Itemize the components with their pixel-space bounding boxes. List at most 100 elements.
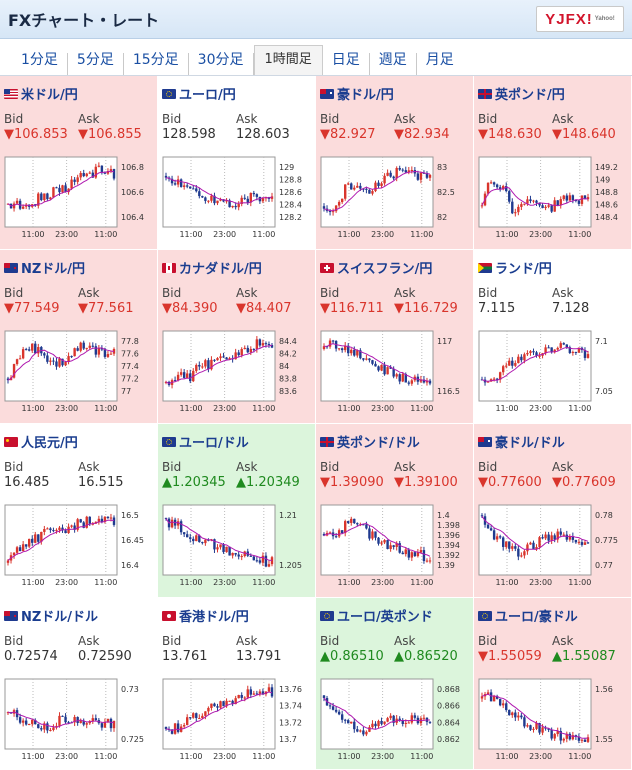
mini-chart[interactable]: 117 116.5 11:00 23:00 11:00	[320, 330, 470, 414]
mini-chart[interactable]: 1.21 1.205 11:00 23:00 11:00	[162, 504, 312, 588]
bid-label: Bid	[478, 460, 498, 474]
pair-name[interactable]: スイスフラン/円	[320, 258, 432, 277]
pair-name[interactable]: 英ポンド/ドル	[320, 432, 420, 451]
tab-2[interactable]: 15分足	[124, 53, 189, 75]
mini-chart[interactable]: 129 128.8 128.6 128.4 128.2 11:00 23:00 11:00	[162, 156, 312, 240]
mini-chart[interactable]: 7.1 7.05 11:00 23:00 11:00	[478, 330, 628, 414]
pair-card[interactable]: 香港ドル/円 Bid Ask 13.761 13.791 13.76 13.74 13.72 1…	[158, 598, 316, 770]
pair-name[interactable]: ユーロ/英ポンド	[320, 606, 433, 625]
pair-card[interactable]: NZドル/ドル Bid Ask 0.72574 0.72590 0.73 0.725 11:0…	[0, 598, 158, 770]
candle-body	[559, 199, 562, 206]
candle-body	[526, 353, 529, 355]
candle-body	[43, 193, 46, 201]
mini-chart[interactable]: 1.56 1.55 11:00 23:00 11:00	[478, 678, 628, 762]
pair-card[interactable]: 英ポンド/円 Bid Ask ▼148.630 ▼148.640 149.2 149 148.…	[474, 76, 632, 250]
pair-card[interactable]: 豪ドル/ドル Bid Ask ▼0.77600 ▼0.77609 0.78 0.775 0.7…	[474, 424, 632, 598]
pair-name[interactable]: ランド/円	[478, 258, 552, 277]
pair-card[interactable]: ユーロ/ドル Bid Ask ▲1.20345 ▲1.20349 1.21 1.205 11:…	[158, 424, 316, 598]
candle-body	[532, 728, 535, 730]
yjfx-logo[interactable]: YJFX! Yahoo!	[536, 6, 624, 32]
pair-card[interactable]: ユーロ/円 Bid Ask 128.598 128.603 129 128.8 128.6 12…	[158, 76, 316, 250]
candle-body	[58, 358, 61, 367]
pair-card[interactable]: 人民元/円 Bid Ask 16.485 16.515 16.5 16.45 16.4 11:0…	[0, 424, 158, 598]
pair-card[interactable]: 英ポンド/ドル Bid Ask ▼1.39090 ▼1.39100 1.4 1.398 1.3…	[316, 424, 474, 598]
mini-chart[interactable]: 13.76 13.74 13.72 13.7 11:00 23:00 11:00	[162, 678, 312, 762]
candle-body	[85, 347, 88, 349]
mini-chart[interactable]: 106.8 106.6 106.4 11:00 23:00 11:00	[4, 156, 154, 240]
candle-body	[219, 701, 222, 708]
pair-name[interactable]: 香港ドル/円	[162, 606, 249, 625]
pair-name[interactable]: ユーロ/円	[162, 84, 236, 103]
pair-card[interactable]: NZドル/円 Bid Ask ▼77.549 ▼77.561 77.8 77.6 77.4 77…	[0, 250, 158, 424]
pair-name[interactable]: 豪ドル/円	[320, 84, 394, 103]
x-tick-label: 11:00	[94, 578, 117, 587]
mini-chart[interactable]: 84.4 84.2 84 83.8 83.6 11:00 23:00 11:00	[162, 330, 312, 414]
x-tick-label: 11:00	[252, 404, 275, 413]
ask-value: ▼77.561	[78, 301, 134, 316]
candle-body	[577, 542, 581, 544]
pair-name[interactable]: カナダドル/円	[162, 258, 262, 277]
candle-body	[170, 178, 174, 184]
tab-5[interactable]: 日足	[323, 53, 370, 75]
mini-chart[interactable]: 0.73 0.725 11:00 23:00 11:00	[4, 678, 154, 762]
candle-body	[571, 351, 575, 353]
pair-name[interactable]: 人民元/円	[4, 432, 78, 451]
pair-card[interactable]: ユーロ/英ポンド Bid Ask ▲0.86510 ▲0.86520 0.868 0.866…	[316, 598, 474, 770]
ask-value: 13.791	[236, 649, 282, 664]
y-tick-label: 1.55	[595, 735, 613, 744]
candle-body	[337, 711, 341, 715]
candle-body	[246, 347, 249, 353]
x-tick-label: 11:00	[337, 578, 360, 587]
tab-4[interactable]: 1時間足	[253, 45, 323, 75]
candle-body	[498, 187, 502, 190]
candle-body	[85, 723, 88, 725]
tab-1[interactable]: 5分足	[68, 53, 124, 75]
tab-3[interactable]: 30分足	[189, 53, 254, 75]
mini-chart[interactable]: 0.78 0.775 0.77 11:00 23:00 11:00	[478, 504, 628, 588]
mini-chart[interactable]: 77.8 77.6 77.4 77.2 77 11:00 23:00 11:00	[4, 330, 154, 414]
candle-body	[73, 348, 76, 357]
mini-chart[interactable]: 0.868 0.866 0.864 0.862 11:00 23:00 11:00	[320, 678, 470, 762]
tab-0[interactable]: 1分足	[12, 53, 68, 75]
candle-body	[344, 345, 347, 351]
pair-card[interactable]: ユーロ/豪ドル Bid Ask ▼1.55059 ▲1.55087 1.56 1.55 11:…	[474, 598, 632, 770]
pair-card[interactable]: 米ドル/円 Bid Ask ▼106.853 ▼106.855 106.8 106.6 106…	[0, 76, 158, 250]
mini-chart[interactable]: 1.4 1.398 1.396 1.394 1.392 1.39 11:00 23:00 11:…	[320, 504, 470, 588]
plot-area	[478, 678, 592, 750]
pair-card[interactable]: スイスフラン/円 Bid Ask ▼116.711 ▼116.729 117 116.5 11…	[316, 250, 474, 424]
pair-card[interactable]: ランド/円 Bid Ask 7.115 7.128 7.1 7.05 11:00 23:00 11…	[474, 250, 632, 424]
pair-name[interactable]: 米ドル/円	[4, 84, 78, 103]
pair-name[interactable]: 英ポンド/円	[478, 84, 565, 103]
pair-name[interactable]: 豪ドル/ドル	[478, 432, 565, 451]
candle-body	[371, 531, 374, 539]
pair-name[interactable]: ユーロ/ドル	[162, 432, 249, 451]
plot-area	[320, 678, 434, 750]
candle-body	[419, 379, 423, 382]
logo-sub: Yahoo!	[594, 16, 615, 22]
candle-body	[264, 343, 268, 345]
candle-body	[502, 537, 505, 547]
candle-body	[255, 560, 259, 562]
y-tick-label: 0.775	[595, 536, 618, 545]
pair-card[interactable]: 豪ドル/円 Bid Ask ▼82.927 ▼82.934 83 82.5 82 11:00 23…	[316, 76, 474, 250]
candle-body	[392, 176, 395, 179]
candle-body	[234, 352, 237, 360]
mini-chart[interactable]: 149.2 149 148.8 148.6 148.4 11:00 23:00 11:00	[478, 156, 628, 240]
x-tick-label: 23:00	[529, 752, 552, 761]
tab-6[interactable]: 週足	[370, 53, 417, 75]
pair-name[interactable]: NZドル/円	[4, 258, 85, 277]
candle-body	[270, 687, 274, 697]
candle-body	[170, 519, 174, 528]
candle-body	[55, 361, 58, 367]
candle-body	[383, 721, 386, 724]
candle-body	[82, 720, 85, 725]
pair-name[interactable]: ユーロ/豪ドル	[478, 606, 578, 625]
pair-name[interactable]: NZドル/ドル	[4, 606, 98, 625]
candle-body	[398, 374, 401, 382]
pair-card[interactable]: カナダドル/円 Bid Ask ▼84.390 ▼84.407 84.4 84.2 84 83.…	[158, 250, 316, 424]
mini-chart[interactable]: 16.5 16.45 16.4 11:00 23:00 11:00	[4, 504, 154, 588]
candle-body	[261, 198, 265, 202]
candle-body	[261, 555, 265, 563]
tab-7[interactable]: 月足	[425, 52, 454, 68]
mini-chart[interactable]: 83 82.5 82 11:00 23:00 11:00	[320, 156, 470, 240]
